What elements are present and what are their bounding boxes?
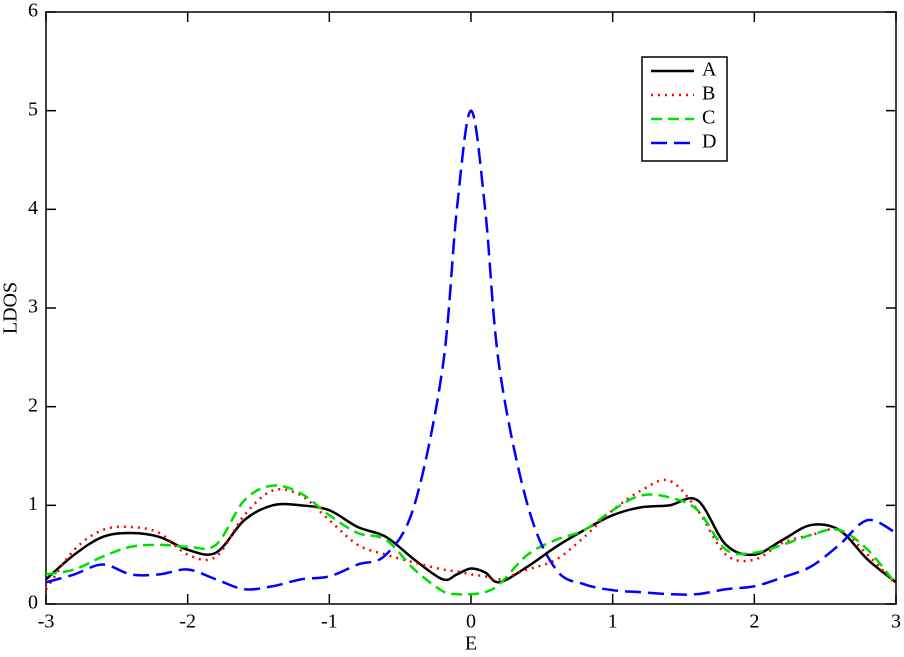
x-tick-label: -1	[321, 611, 338, 633]
series-line	[44, 478, 897, 590]
legend-label: C	[702, 107, 715, 129]
y-tick-label: 2	[28, 394, 38, 416]
y-tick-label: 6	[28, 0, 38, 22]
x-tick-label: -2	[179, 611, 196, 633]
x-tick-label: 2	[749, 611, 759, 633]
x-tick-label: -3	[38, 611, 55, 633]
x-tick-label: 3	[891, 611, 901, 633]
y-tick-label: 0	[28, 592, 38, 614]
x-axis-label: E	[465, 633, 477, 655]
series-line	[45, 484, 897, 596]
y-axis-label: LDOS	[0, 282, 22, 334]
x-tick-label: 0	[466, 611, 476, 633]
x-tick-label: 1	[608, 611, 618, 633]
y-tick-label: 5	[28, 98, 38, 120]
series-line	[45, 496, 897, 584]
y-tick-label: 1	[28, 493, 38, 515]
legend-label: B	[702, 83, 715, 105]
plot-frame	[45, 11, 897, 605]
y-tick-label: 4	[28, 197, 38, 219]
legend-label: D	[702, 131, 716, 153]
y-tick-label: 3	[28, 296, 38, 318]
series-line	[45, 109, 897, 596]
legend-label: A	[702, 59, 717, 81]
